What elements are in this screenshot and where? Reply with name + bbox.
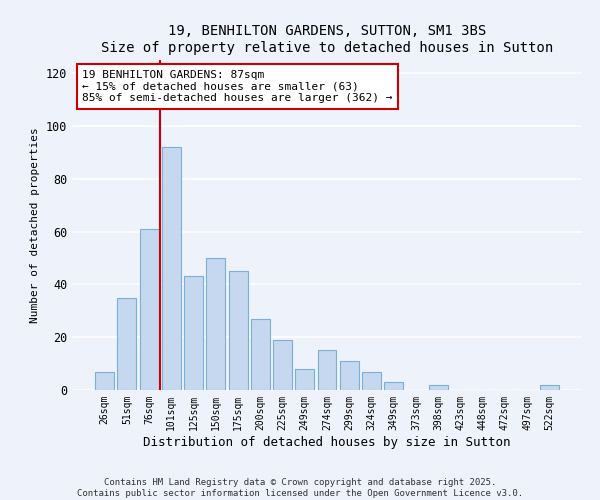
- Bar: [140, 229, 158, 390]
- Text: 19 BENHILTON GARDENS: 87sqm
← 15% of detached houses are smaller (63)
85% of sem: 19 BENHILTON GARDENS: 87sqm ← 15% of det…: [82, 70, 392, 103]
- Bar: [362, 372, 381, 390]
- X-axis label: Distribution of detached houses by size in Sutton: Distribution of detached houses by size …: [143, 436, 511, 448]
- Bar: [118, 298, 136, 390]
- Bar: [273, 340, 292, 390]
- Bar: [251, 318, 270, 390]
- Bar: [540, 384, 559, 390]
- Text: Contains HM Land Registry data © Crown copyright and database right 2025.
Contai: Contains HM Land Registry data © Crown c…: [77, 478, 523, 498]
- Title: 19, BENHILTON GARDENS, SUTTON, SM1 3BS
Size of property relative to detached hou: 19, BENHILTON GARDENS, SUTTON, SM1 3BS S…: [101, 24, 553, 54]
- Bar: [295, 369, 314, 390]
- Bar: [429, 384, 448, 390]
- Bar: [162, 147, 181, 390]
- Bar: [184, 276, 203, 390]
- Bar: [384, 382, 403, 390]
- Bar: [95, 372, 114, 390]
- Bar: [229, 271, 248, 390]
- Bar: [340, 361, 359, 390]
- Bar: [317, 350, 337, 390]
- Y-axis label: Number of detached properties: Number of detached properties: [30, 127, 40, 323]
- Bar: [206, 258, 225, 390]
